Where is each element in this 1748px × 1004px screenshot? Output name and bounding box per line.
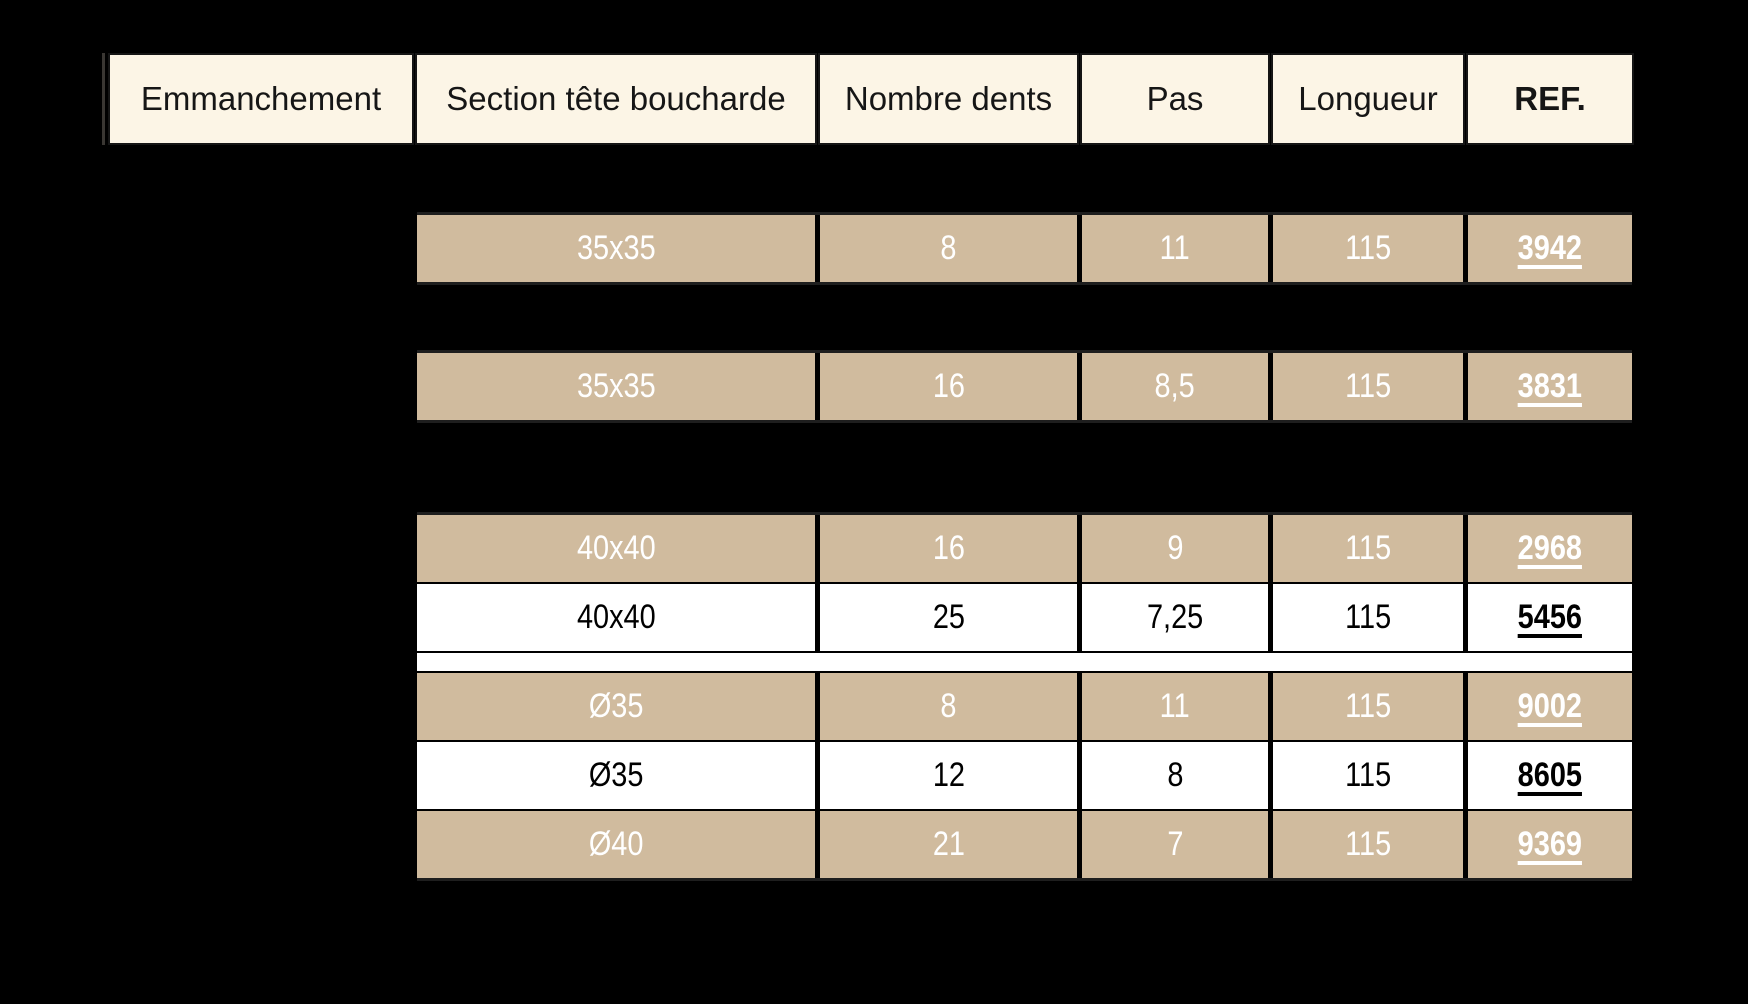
table-row: Ø35 12 8 115 8605: [417, 742, 1632, 809]
table-row: 40x40 25 7,25 115 5456: [417, 584, 1632, 651]
cell-section-tete-boucharde-value: 40x40: [576, 529, 656, 567]
cell-nombre-dents: 16: [820, 353, 1077, 420]
cell-longueur: 115: [1273, 811, 1463, 878]
cell-longueur: 115: [1273, 742, 1463, 809]
table-row: 40x40 16 9 115 2968: [417, 515, 1632, 582]
cell-pas: 11: [1082, 673, 1268, 740]
header-cell-emmanchement: Emmanchement: [110, 55, 412, 143]
ref-link[interactable]: 3942: [1517, 229, 1583, 267]
cell-ref: 8605: [1468, 742, 1632, 809]
cell-longueur-value: 115: [1344, 229, 1392, 267]
cell-longueur: 115: [1273, 215, 1463, 282]
cell-ref: 3831: [1468, 353, 1632, 420]
cell-section-tete-boucharde: 40x40: [417, 584, 815, 651]
cell-pas: 8,5: [1082, 353, 1268, 420]
table-row: 35x35 8 11 115 3942: [417, 215, 1632, 282]
cell-nombre-dents-value: 16: [932, 529, 965, 567]
cell-ref: 9002: [1468, 673, 1632, 740]
cell-longueur-value: 115: [1344, 756, 1392, 794]
table-row: Ø40 21 7 115 9369: [417, 811, 1632, 878]
cell-longueur-value: 115: [1344, 825, 1392, 863]
cell-nombre-dents-value: 8: [940, 229, 957, 267]
cell-section-tete-boucharde: 35x35: [417, 353, 815, 420]
table-group-1: 35x35 8 11 115 3942: [417, 212, 1632, 285]
ref-link[interactable]: 3831: [1517, 367, 1583, 405]
spacer-row: [417, 653, 1632, 671]
cell-section-tete-boucharde-value: Ø40: [588, 825, 644, 863]
cell-pas-value: 7: [1166, 825, 1184, 863]
cell-longueur-value: 115: [1344, 529, 1392, 567]
header-cell-section-tete-boucharde: Section tête boucharde: [417, 55, 815, 143]
cell-nombre-dents: 12: [820, 742, 1077, 809]
table-group-2: 35x35 16 8,5 115 3831: [417, 350, 1632, 423]
ref-link[interactable]: 9369: [1517, 825, 1583, 863]
cell-pas: 11: [1082, 215, 1268, 282]
cell-nombre-dents: 25: [820, 584, 1077, 651]
cell-pas-value: 11: [1159, 687, 1190, 725]
cell-pas-value: 11: [1159, 229, 1190, 267]
cell-section-tete-boucharde-value: 35x35: [576, 367, 656, 405]
cell-ref: 3942: [1468, 215, 1632, 282]
cell-nombre-dents-value: 8: [940, 687, 957, 725]
cell-pas-value: 9: [1166, 529, 1184, 567]
header-label-nombre-dents: Nombre dents: [844, 80, 1053, 117]
cell-longueur-value: 115: [1344, 598, 1392, 636]
cell-nombre-dents-value: 16: [932, 367, 965, 405]
cell-section-tete-boucharde: 40x40: [417, 515, 815, 582]
cell-pas-value: 8: [1166, 756, 1184, 794]
cell-pas: 7: [1082, 811, 1268, 878]
cell-longueur: 115: [1273, 515, 1463, 582]
cell-section-tete-boucharde-value: 40x40: [576, 598, 656, 636]
cell-section-tete-boucharde: Ø40: [417, 811, 815, 878]
cell-ref: 2968: [1468, 515, 1632, 582]
table-row: Ø35 8 11 115 9002: [417, 673, 1632, 740]
cell-nombre-dents: 16: [820, 515, 1077, 582]
cell-nombre-dents: 21: [820, 811, 1077, 878]
cell-section-tete-boucharde-value: 35x35: [576, 229, 656, 267]
header-label-emmanchement: Emmanchement: [140, 80, 382, 117]
cell-pas-value: 8,5: [1154, 367, 1196, 405]
cell-pas: 9: [1082, 515, 1268, 582]
ref-link[interactable]: 8605: [1517, 756, 1583, 794]
cell-longueur: 115: [1273, 673, 1463, 740]
header-cell-ref: REF.: [1468, 55, 1632, 143]
cell-ref: 9369: [1468, 811, 1632, 878]
ref-link[interactable]: 9002: [1517, 687, 1583, 725]
table-row: 35x35 16 8,5 115 3831: [417, 353, 1632, 420]
table-group-3: 40x40 16 9 115 2968 40x40 25 7,25 115 5456 Ø35 8 11 1…: [417, 512, 1632, 881]
cell-ref: 5456: [1468, 584, 1632, 651]
table-header-row: Emmanchement Section tête boucharde Nomb…: [110, 55, 1632, 143]
header-cell-nombre-dents: Nombre dents: [820, 55, 1077, 143]
cell-nombre-dents: 8: [820, 215, 1077, 282]
cell-section-tete-boucharde-value: Ø35: [588, 756, 644, 794]
cell-longueur: 115: [1273, 353, 1463, 420]
cell-pas-value: 7,25: [1146, 598, 1204, 636]
cell-section-tete-boucharde: Ø35: [417, 742, 815, 809]
cell-longueur: 115: [1273, 584, 1463, 651]
header-cell-longueur: Longueur: [1273, 55, 1463, 143]
cell-section-tete-boucharde-value: Ø35: [588, 687, 644, 725]
cell-pas: 8: [1082, 742, 1268, 809]
cell-longueur-value: 115: [1344, 367, 1392, 405]
cell-pas: 7,25: [1082, 584, 1268, 651]
cell-nombre-dents-value: 12: [932, 756, 965, 794]
ref-link[interactable]: 2968: [1517, 529, 1583, 567]
cell-nombre-dents-value: 25: [932, 598, 965, 636]
header-cell-pas: Pas: [1082, 55, 1268, 143]
header-label-pas: Pas: [1146, 80, 1204, 117]
cell-section-tete-boucharde: 35x35: [417, 215, 815, 282]
cell-nombre-dents-value: 21: [932, 825, 965, 863]
cell-longueur-value: 115: [1344, 687, 1392, 725]
cell-nombre-dents: 8: [820, 673, 1077, 740]
header-label-longueur: Longueur: [1298, 80, 1438, 117]
header-label-ref: REF.: [1514, 80, 1586, 117]
ref-link[interactable]: 5456: [1517, 598, 1583, 636]
header-label-section: Section tête boucharde: [446, 80, 786, 117]
table-left-edge-line: [102, 53, 105, 145]
cell-section-tete-boucharde: Ø35: [417, 673, 815, 740]
